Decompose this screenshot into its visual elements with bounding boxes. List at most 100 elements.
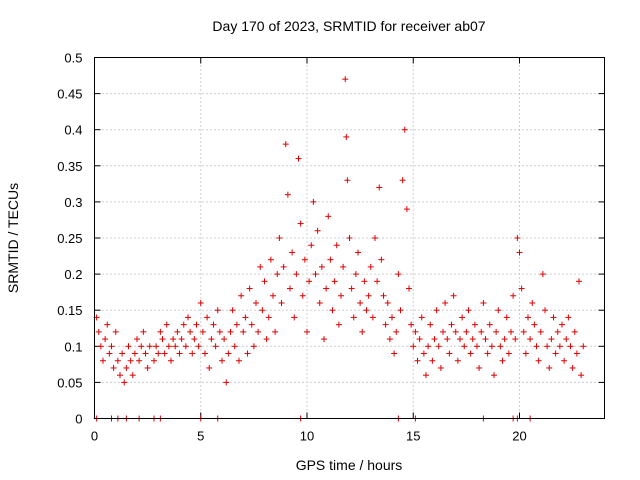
y-tick-label: 0 — [75, 412, 82, 427]
data-point — [429, 357, 436, 364]
data-point — [327, 256, 334, 263]
data-point — [418, 314, 425, 321]
data-point — [123, 364, 130, 371]
data-point — [357, 299, 364, 306]
x-tick-label: 20 — [512, 429, 526, 444]
data-point — [229, 307, 236, 314]
data-point — [539, 271, 546, 278]
data-point — [408, 321, 415, 328]
data-point — [527, 336, 534, 343]
data-point — [365, 292, 372, 299]
data-point — [136, 357, 143, 364]
x-tick-label: 15 — [406, 429, 420, 444]
data-point — [140, 328, 147, 335]
data-point — [95, 328, 102, 335]
data-point — [193, 321, 200, 328]
data-point — [561, 357, 568, 364]
data-point — [442, 299, 449, 306]
data-point — [174, 328, 181, 335]
data-point — [333, 242, 340, 249]
data-point — [565, 314, 572, 321]
data-point — [535, 357, 542, 364]
data-point — [157, 328, 164, 335]
axis-ticks: 0 0.05 0.1 0.15 0.2 0.25 0.3 0.35 0.4 0.45 0.5 0 5 10… — [57, 51, 605, 444]
data-point — [151, 357, 157, 364]
data-point — [170, 336, 177, 343]
data-point — [346, 235, 353, 241]
data-point — [399, 177, 406, 184]
data-point — [544, 343, 551, 350]
data-point — [393, 328, 400, 335]
data-point — [495, 307, 502, 314]
data-point — [197, 299, 204, 306]
data-point — [223, 379, 230, 386]
y-tick-label: 0.1 — [64, 339, 82, 354]
data-point — [348, 285, 355, 292]
data-point — [372, 235, 378, 241]
data-point — [278, 299, 285, 306]
data-point — [410, 343, 417, 350]
data-point — [420, 350, 427, 357]
data-point — [386, 336, 393, 343]
data-point — [359, 328, 366, 335]
data-point — [308, 242, 315, 249]
data-point — [478, 328, 485, 335]
data-point — [569, 364, 576, 371]
data-point — [293, 271, 300, 278]
data-point — [531, 321, 538, 328]
data-point — [231, 343, 238, 350]
data-point — [289, 249, 296, 256]
data-point — [395, 271, 402, 278]
plot-frame — [94, 57, 605, 419]
data-point — [512, 336, 519, 343]
data-point — [467, 350, 474, 357]
y-tick-label: 0.5 — [64, 51, 82, 66]
data-point — [350, 314, 357, 321]
data-point — [361, 278, 368, 285]
data-point — [380, 292, 387, 299]
y-tick-label: 0.2 — [64, 267, 82, 282]
data-point — [253, 299, 259, 306]
data-point — [331, 278, 338, 285]
data-point — [516, 249, 523, 256]
data-point — [104, 321, 111, 328]
data-point — [482, 336, 489, 343]
data-point — [227, 328, 234, 335]
data-point — [454, 357, 461, 364]
data-point — [306, 278, 313, 285]
data-point — [427, 321, 434, 328]
data-point — [117, 372, 123, 379]
data-point — [406, 285, 412, 292]
data-point — [340, 263, 347, 270]
data-point — [459, 314, 466, 321]
data-point — [138, 343, 145, 350]
data-point — [382, 321, 389, 328]
data-point — [176, 350, 183, 357]
data-point — [461, 343, 468, 350]
data-point — [573, 350, 580, 357]
data-point — [465, 307, 472, 314]
data-point — [265, 314, 272, 321]
data-point — [295, 155, 302, 162]
data-point — [522, 350, 529, 357]
data-point — [391, 350, 398, 357]
data-point — [100, 357, 106, 364]
data-point — [367, 263, 374, 270]
data-point — [106, 350, 113, 357]
data-point — [452, 328, 459, 335]
data-point — [480, 299, 487, 306]
data-point — [578, 372, 585, 379]
data-point — [276, 235, 283, 241]
data-point — [304, 328, 310, 335]
data-point — [125, 343, 132, 350]
x-tick-label: 0 — [91, 429, 98, 444]
data-point — [552, 350, 559, 357]
data-point — [248, 321, 255, 328]
data-point — [153, 343, 160, 350]
data-point — [246, 285, 253, 292]
data-point — [518, 285, 525, 292]
data-point — [510, 292, 517, 299]
data-point — [323, 285, 330, 292]
data-point — [499, 357, 506, 364]
data-point — [556, 343, 563, 350]
